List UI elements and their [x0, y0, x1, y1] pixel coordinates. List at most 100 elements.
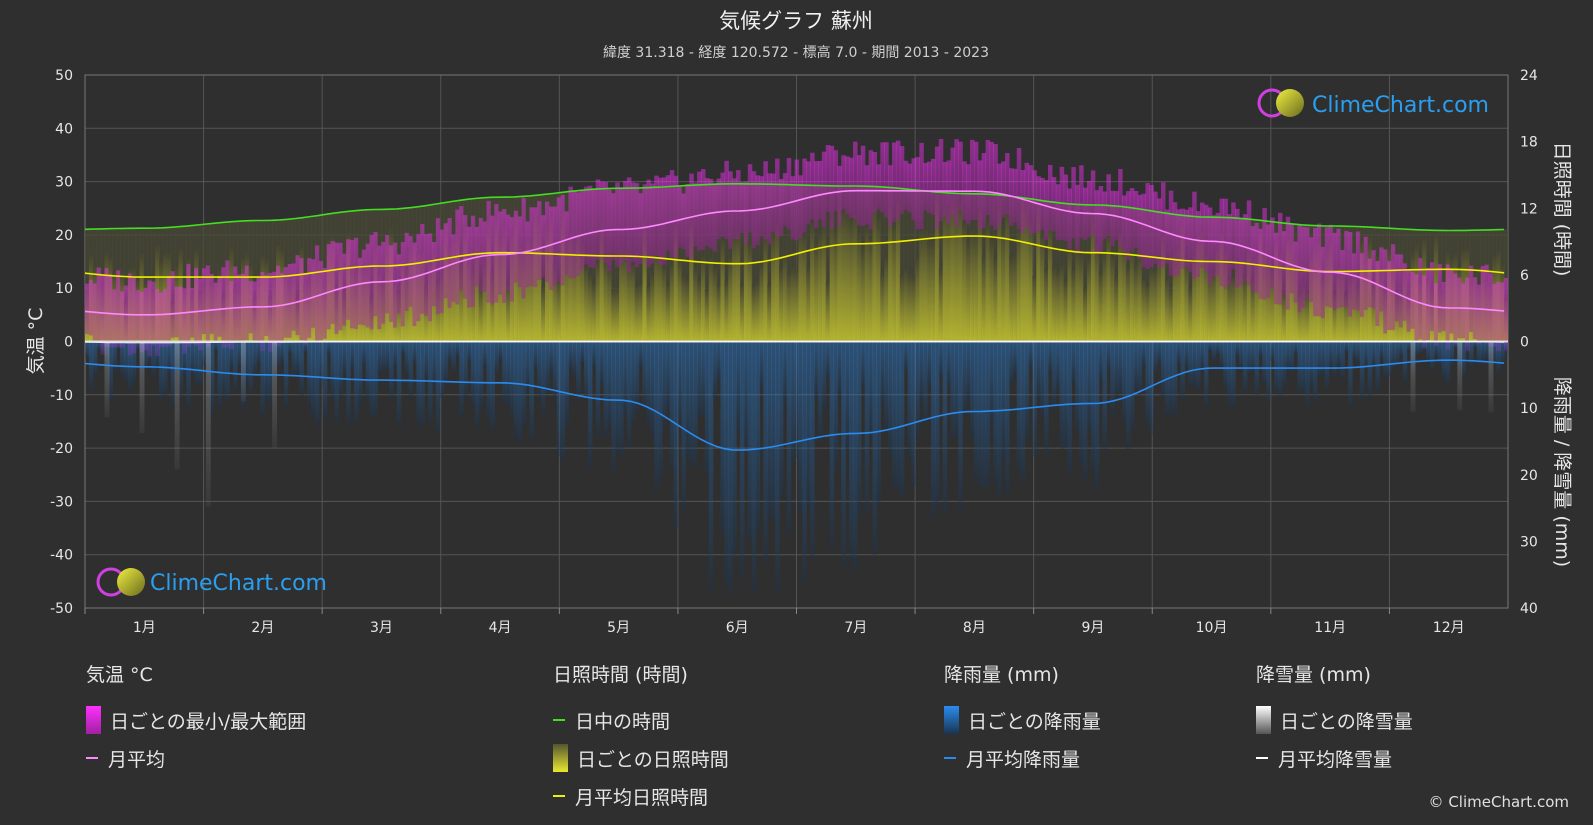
temp-range-bar: [225, 260, 230, 348]
temp-range-bar: [88, 279, 94, 336]
rain-bar: [459, 341, 464, 417]
sunshine-bar: [591, 283, 597, 342]
sunshine-bar: [954, 204, 959, 342]
temp-range-bar: [108, 274, 113, 348]
temp-range-bar: [1235, 208, 1240, 288]
rain-bar: [1149, 341, 1154, 435]
temp-range-bar: [490, 215, 495, 305]
rain-bar: [962, 341, 967, 415]
temp-range-bar: [346, 239, 351, 320]
sunshine-bar: [1200, 228, 1205, 342]
legend-label: 日ごとの降雪量: [1280, 710, 1413, 733]
rain-bar: [229, 341, 234, 370]
temp-range-bar: [888, 165, 893, 227]
rain-bar: [276, 341, 281, 368]
temp-range-bar: [763, 161, 768, 240]
temp-range-bar: [564, 211, 570, 275]
rain-bar: [845, 341, 850, 450]
daylight-bar: [806, 185, 811, 342]
rain-bar: [143, 341, 148, 369]
rain-bar: [802, 341, 807, 583]
sunshine-bar: [771, 230, 776, 342]
rain-bar: [307, 341, 312, 406]
rain-bar: [1028, 341, 1033, 368]
rain-bar: [463, 341, 468, 397]
temp-range-bar: [591, 189, 597, 268]
rain-bar: [439, 341, 445, 398]
rain-bar: [291, 341, 297, 375]
sunshine-bar: [934, 191, 940, 342]
daylight-bar: [825, 185, 831, 342]
rain-bar: [736, 341, 741, 430]
rain-bar: [876, 341, 881, 504]
temp-range-bar: [1211, 215, 1217, 278]
sunshine-bar: [1161, 232, 1166, 342]
rain-bar: [1363, 341, 1369, 368]
rain-bar: [899, 341, 905, 498]
temp-range-bar: [1098, 186, 1104, 253]
temp-range-bar: [404, 232, 410, 311]
rain-bar: [572, 341, 577, 377]
temp-range-bar: [1316, 223, 1322, 317]
sunshine-bar: [669, 263, 675, 342]
rain-bar: [576, 341, 581, 400]
rain-bar: [872, 341, 878, 555]
temp-range-bar: [798, 175, 803, 239]
sunshine-bar: [1332, 292, 1338, 342]
rain-bar: [1024, 341, 1030, 439]
temp-range-bar: [603, 181, 609, 264]
daylight-bar: [190, 225, 195, 342]
temp-range-bar: [529, 207, 534, 286]
temp-range-bar: [658, 177, 663, 265]
chart-title: 気候グラフ 蘇州: [719, 9, 873, 33]
temp-range-bar: [1102, 191, 1108, 240]
sunshine-bar: [997, 203, 1002, 342]
rain-bar: [322, 341, 328, 422]
daylight-bar: [1141, 209, 1147, 342]
rain-bar: [1075, 341, 1080, 432]
rain-bar: [697, 341, 702, 418]
sunshine-bar: [1180, 219, 1186, 342]
rain-bar: [966, 341, 971, 401]
rain-bar: [420, 341, 425, 426]
sunshine-bar: [677, 258, 683, 342]
temp-range-bar: [915, 157, 920, 230]
temp-range-bar: [611, 193, 616, 261]
rain-bar: [1040, 341, 1045, 417]
rain-bar: [564, 341, 570, 425]
rain-bar: [1227, 341, 1232, 405]
series-temp-mean-line: [85, 189, 1505, 316]
temp-range-bar: [661, 177, 667, 265]
climate-chart: 気候グラフ 蘇州 緯度 31.318 - 経度 120.572 - 標高 7.0…: [25, 9, 1573, 636]
sunshine-bar: [607, 268, 612, 342]
rain-bar: [389, 341, 394, 399]
rain-bar: [810, 341, 815, 558]
temp-range-bar: [1086, 181, 1092, 238]
daylight-bar: [899, 188, 905, 342]
temp-range-bar: [599, 181, 605, 260]
rain-bar: [131, 341, 137, 384]
daylight-bar: [638, 187, 644, 342]
sunshine-bar: [517, 242, 523, 342]
sunshine-bar: [1242, 276, 1248, 342]
sunshine-bar: [927, 241, 932, 342]
sunshine-bar: [1044, 268, 1049, 342]
rain-bar: [681, 341, 686, 511]
temp-range-bar: [545, 201, 550, 283]
rain-bar: [225, 341, 230, 402]
rain-bar: [1047, 341, 1053, 373]
temp-range-bar: [872, 152, 878, 213]
rain-bar: [786, 341, 792, 534]
sunshine-bar: [720, 240, 725, 342]
rain-bar: [470, 341, 476, 407]
rain-bar: [85, 341, 90, 359]
temp-range-bar: [1157, 198, 1162, 268]
sunshine-bar: [880, 273, 885, 342]
sunshine-bar: [626, 262, 632, 342]
rain-bar: [584, 341, 589, 401]
rain-bar: [1242, 341, 1248, 393]
left-axis-label: 気温 °C: [25, 308, 47, 375]
sunshine-bar: [778, 267, 784, 342]
temp-range-bar: [1469, 265, 1474, 333]
temp-range-bar: [279, 273, 285, 344]
